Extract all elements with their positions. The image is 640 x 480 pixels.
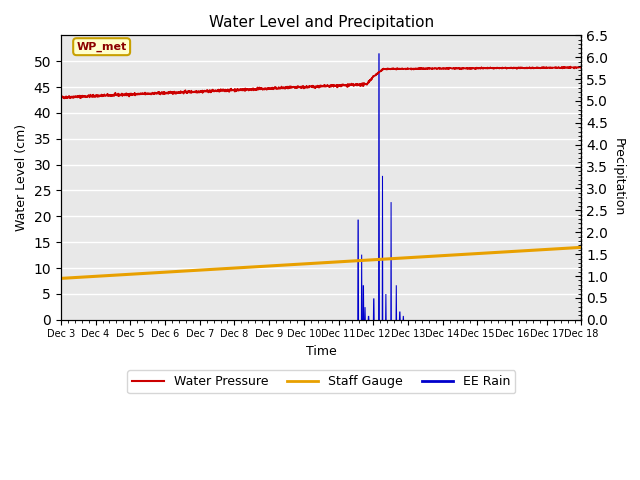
Y-axis label: Water Level (cm): Water Level (cm) — [15, 124, 28, 231]
Legend: Water Pressure, Staff Gauge, EE Rain: Water Pressure, Staff Gauge, EE Rain — [127, 370, 515, 393]
X-axis label: Time: Time — [306, 345, 337, 358]
Text: WP_met: WP_met — [77, 42, 127, 52]
Y-axis label: Precipitation: Precipitation — [612, 138, 625, 216]
Title: Water Level and Precipitation: Water Level and Precipitation — [209, 15, 434, 30]
